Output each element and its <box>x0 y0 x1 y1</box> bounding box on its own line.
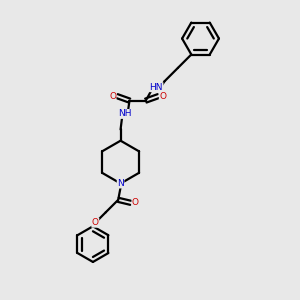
Text: O: O <box>92 218 99 227</box>
Text: HN: HN <box>149 83 163 92</box>
Text: NH: NH <box>118 110 132 118</box>
Text: N: N <box>117 179 124 188</box>
Text: O: O <box>132 198 139 207</box>
Text: O: O <box>159 92 166 100</box>
Text: O: O <box>109 92 116 100</box>
